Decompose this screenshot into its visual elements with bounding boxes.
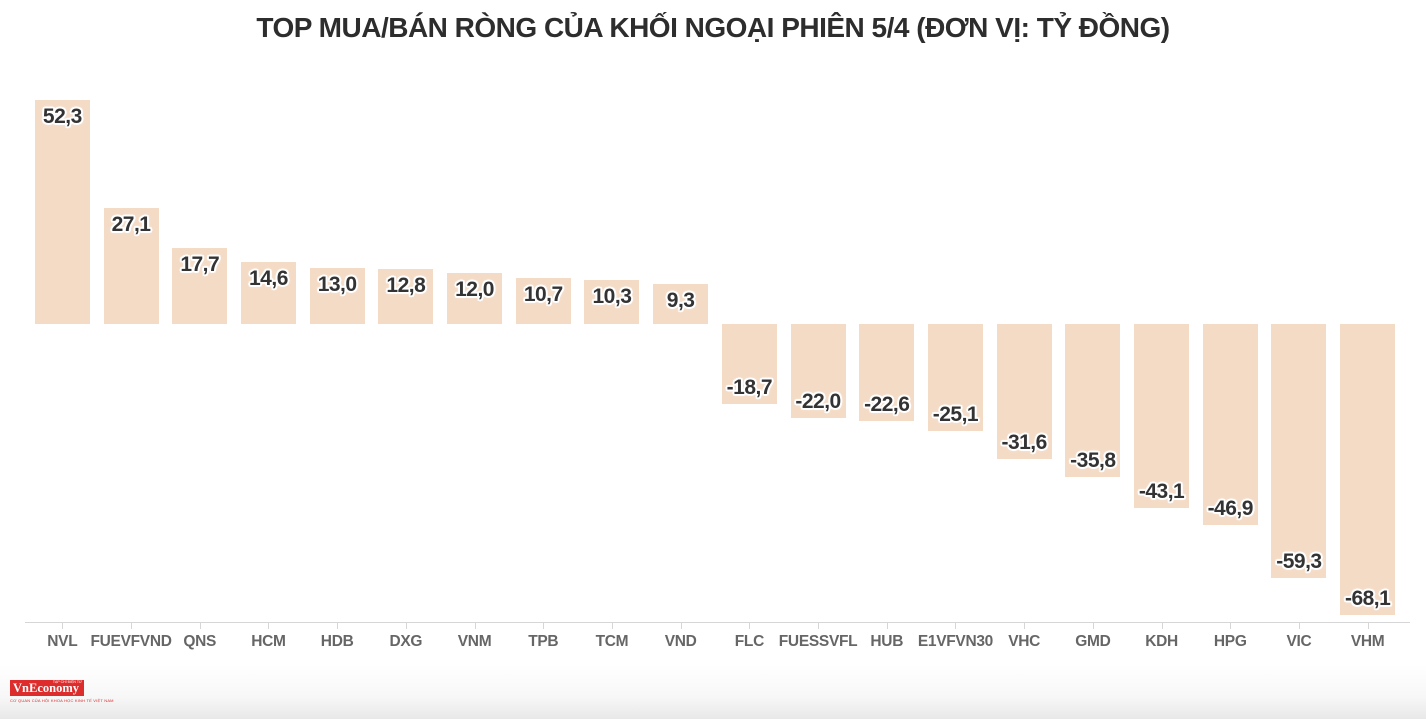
x-tick-label-QNS: QNS [183, 633, 217, 650]
x-tick-FUESSVFL [818, 622, 820, 629]
value-label-VHC: -31,6 [1001, 431, 1047, 455]
value-label-FUEVFVND: 27,1 [111, 213, 151, 236]
value-label-VHM: -68,1 [1344, 587, 1391, 611]
logo-tagline-top: TẠP CHÍ ĐIỆN TỬ [52, 680, 82, 684]
value-label-NVL: 52,3 [42, 105, 82, 129]
value-label-VND: 9,3 [666, 289, 695, 313]
value-label-HPG: -46,9 [1207, 496, 1254, 520]
bar-TPB [515, 278, 571, 324]
bar-NVL [34, 100, 90, 324]
x-axis-line [25, 622, 1410, 623]
x-tick-GMD [1092, 622, 1094, 629]
bar-GMD [1065, 324, 1121, 478]
vneconomy-logo: TẠP CHÍ ĐIỆN TỬ VnEconomy CƠ QUAN CỦA HỘ… [10, 680, 130, 703]
x-tick-label-FLC: FLC [734, 633, 765, 650]
x-tick-FLC [749, 622, 751, 629]
value-label-HDB: 13,0 [317, 273, 357, 297]
x-tick-VHC [1024, 622, 1026, 629]
x-tick-HPG [1230, 622, 1232, 629]
value-label-FLC: -18,7 [726, 376, 773, 400]
x-tick-label-TCM: TCM [595, 633, 629, 650]
value-label-TCM: 10,3 [592, 284, 632, 308]
x-tick-label-HUB: HUB [870, 633, 904, 650]
bar-VNM [447, 272, 503, 324]
x-tick-DXG [405, 622, 407, 629]
x-tick-label-VHC: VHC [1008, 633, 1041, 650]
value-label-GMD: -35,8 [1070, 449, 1116, 473]
x-tick-label-E1VFVN30: E1VFVN30 [917, 633, 994, 650]
x-tick-label-FUESSVFL: FUESSVFL [778, 633, 858, 650]
x-tick-QNS [199, 622, 201, 629]
x-tick-HUB [886, 622, 888, 629]
value-label-KDH: -43,1 [1138, 480, 1185, 504]
x-tick-HCM [268, 622, 270, 629]
x-tick-label-VND: VND [664, 633, 697, 650]
x-tick-E1VFVN30 [955, 622, 957, 629]
x-tick-label-VIC: VIC [1286, 633, 1312, 650]
value-label-HCM: 14,6 [249, 266, 288, 290]
x-tick-label-KDH: KDH [1145, 633, 1178, 650]
x-tick-label-HDB: HDB [320, 633, 354, 650]
bar-FLC [721, 324, 777, 405]
bar-HDB [309, 268, 365, 324]
x-tick-KDH [1161, 622, 1163, 629]
x-tick-label-VNM: VNM [457, 633, 492, 650]
x-tick-VHM [1367, 622, 1369, 629]
logo-tagline-bottom: CƠ QUAN CỦA HỘI KHOA HỌC KINH TẾ VIỆT NA… [10, 697, 114, 703]
vneconomy-logo-box: TẠP CHÍ ĐIỆN TỬ VnEconomy [10, 680, 84, 696]
bar-VND [653, 284, 709, 324]
x-tick-TPB [543, 622, 545, 629]
x-tick-VIC [1298, 622, 1300, 629]
bar-QNS [172, 248, 228, 324]
value-label-VIC: -59,3 [1276, 549, 1322, 573]
value-label-FUESSVFL: -22,0 [795, 390, 841, 414]
bar-VHC [996, 324, 1052, 460]
value-label-E1VFVN30: -25,1 [932, 403, 979, 427]
x-tick-label-HPG: HPG [1213, 633, 1247, 650]
x-tick-FUEVFVND [131, 622, 133, 629]
bar-VIC [1271, 324, 1327, 578]
x-tick-VNM [474, 622, 476, 629]
value-label-TPB: 10,7 [523, 283, 563, 307]
bar-TCM [584, 279, 640, 324]
chart-title: TOP MUA/BÁN RÒNG CỦA KHỐI NGOẠI PHIÊN 5/… [256, 12, 1170, 43]
x-tick-label-NVL: NVL [47, 633, 78, 650]
x-tick-label-TPB: TPB [528, 633, 559, 650]
logo-wordmark: VnEconomy [13, 681, 79, 695]
x-tick-label-FUEVFVND: FUEVFVND [90, 633, 172, 650]
bar-VHM [1340, 324, 1396, 616]
x-tick-label-DXG: DXG [389, 633, 423, 650]
value-label-HUB: -22,6 [864, 392, 910, 416]
x-tick-VND [680, 622, 682, 629]
bar-DXG [378, 269, 434, 324]
x-tick-label-GMD: GMD [1075, 633, 1111, 650]
value-label-VNM: 12,0 [455, 277, 494, 301]
bar-HCM [240, 261, 296, 324]
x-tick-label-VHM: VHM [1350, 633, 1385, 650]
bar-E1VFVN30 [927, 324, 983, 432]
bar-FUEVFVND [103, 208, 159, 324]
x-tick-NVL [62, 622, 64, 629]
x-tick-HDB [337, 622, 339, 629]
x-tick-label-HCM: HCM [251, 633, 286, 650]
bar-FUESSVFL [790, 324, 846, 419]
value-label-DXG: 12,8 [386, 274, 426, 298]
value-label-QNS: 17,7 [180, 253, 220, 277]
bar-HPG [1202, 324, 1258, 525]
bar-HUB [859, 324, 915, 421]
bar-KDH [1134, 324, 1190, 509]
x-tick-TCM [611, 622, 613, 629]
